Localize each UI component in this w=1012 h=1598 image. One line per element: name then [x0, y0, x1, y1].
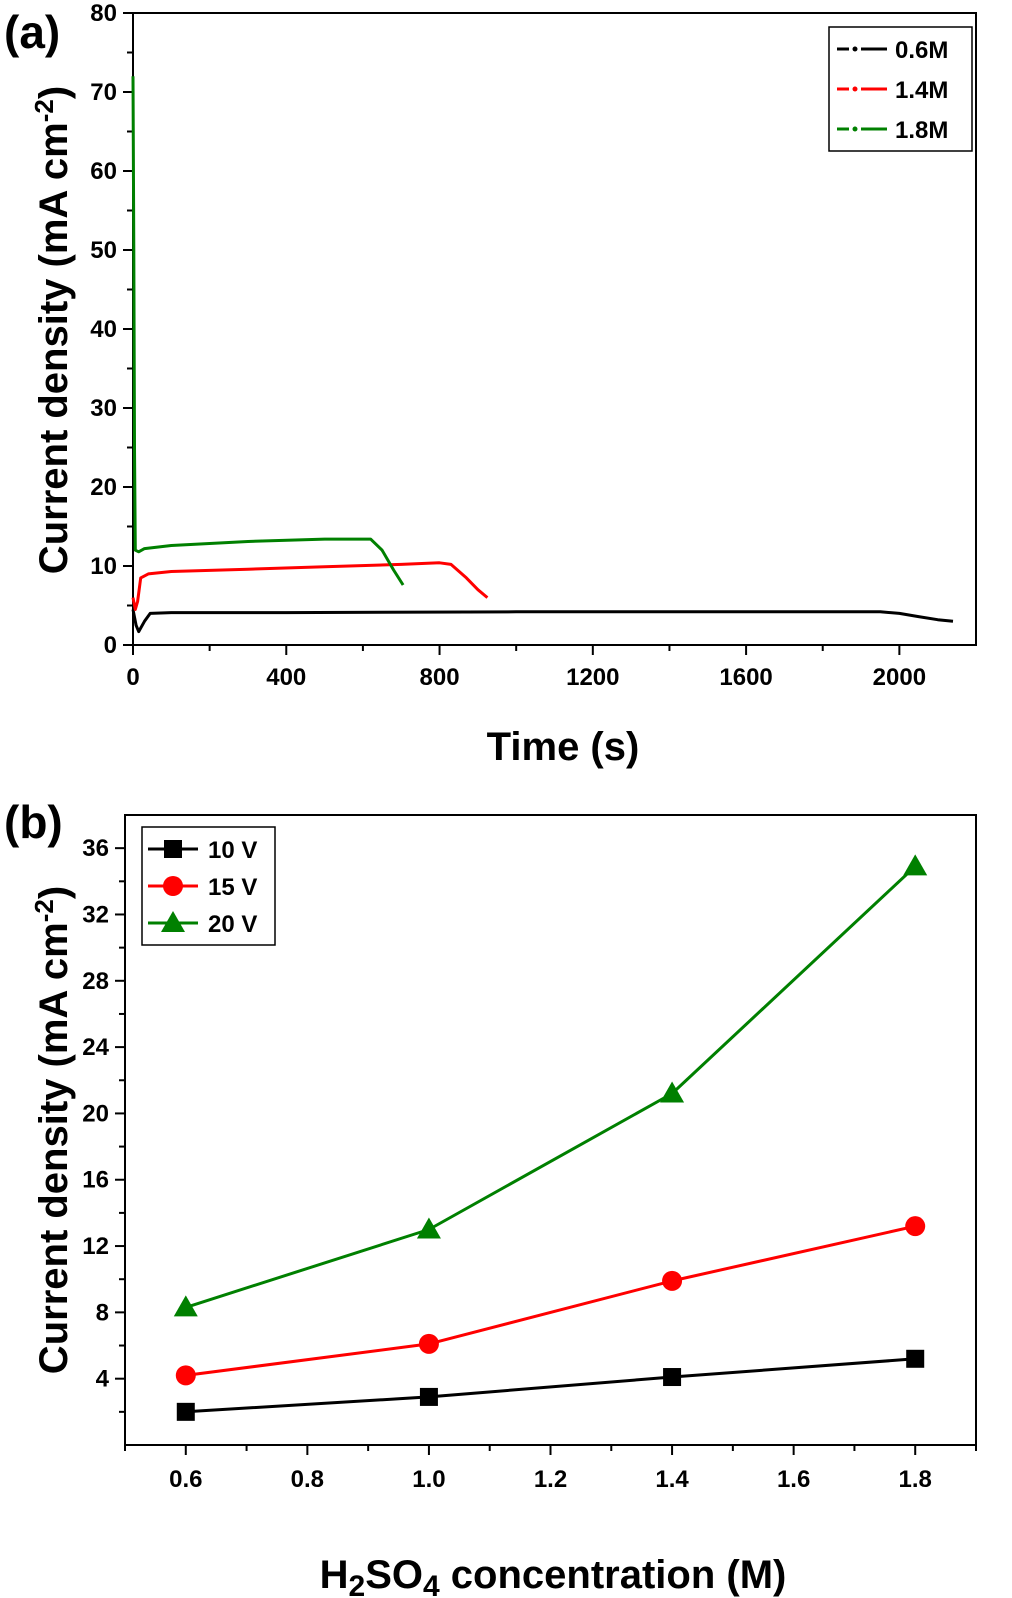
- legend-label: 10 V: [208, 837, 257, 864]
- panel-a-series: [131, 76, 954, 634]
- x-tick-label: 1.2: [534, 1466, 567, 1493]
- y-tick-label: 36: [82, 835, 109, 862]
- y-tick-label: 20: [90, 474, 117, 501]
- data-point-10V: [663, 1368, 682, 1387]
- panel-b-legend: 10 V 15 V 20 V: [141, 826, 276, 946]
- panel-b-label: (b): [4, 796, 63, 848]
- data-point-15V: [905, 1216, 926, 1237]
- y-tick-label: 30: [90, 395, 117, 422]
- x-tick-label: 0.8: [291, 1466, 324, 1493]
- legend-swatch-dot: [852, 126, 858, 132]
- data-point-15V: [662, 1270, 683, 1291]
- data-point-20V: [660, 1081, 685, 1103]
- panel-a-y-axis-title: Current density (mA cm-2): [29, 86, 76, 574]
- y-tick-label: 20: [82, 1100, 109, 1127]
- panel-a: (a) 0 400 800 1200 1600 2000 0 10 20 30 40 50 60 70 8…: [4, 0, 977, 769]
- series-line-1.8M: [131, 76, 405, 586]
- panel-b: (b) 0.6 0.8 1.0 1.2 1.4 1.6 1.8 4 8 12 16 20 24 28 32…: [4, 796, 977, 1598]
- legend-label: 20 V: [208, 911, 257, 938]
- series-line-1.4M: [131, 561, 489, 611]
- y-tick-label: 40: [90, 316, 117, 343]
- series-line-0.6M: [131, 609, 954, 634]
- data-point-20V: [173, 1295, 198, 1317]
- series-line-20V: [185, 865, 917, 1309]
- y-tick-label: 70: [90, 79, 117, 106]
- y-tick-label: 28: [82, 968, 109, 995]
- x-tick-label: 400: [266, 664, 306, 691]
- panel-b-x-axis-title: H2SO4 concentration (M): [320, 1553, 787, 1598]
- legend-swatch-dot: [852, 86, 858, 92]
- panel-a-label: (a): [4, 6, 60, 58]
- x-tick-label: 1.0: [412, 1466, 445, 1493]
- panel-a-y-ticks: 0 10 20 30 40 50 60 70 80: [90, 0, 133, 659]
- panel-a-legend: 0.6M 1.4M 1.8M: [828, 26, 973, 152]
- series-line-15V: [185, 1224, 916, 1377]
- x-tick-label: 1.8: [899, 1466, 932, 1493]
- legend-swatch-marker: [164, 840, 182, 858]
- panel-a-x-ticks: 0 400 800 1200 1600 2000: [126, 645, 926, 691]
- data-point-10V: [176, 1402, 195, 1421]
- y-tick-label: 12: [82, 1233, 109, 1260]
- x-tick-label: 800: [420, 664, 460, 691]
- legend-label: 1.8M: [895, 117, 948, 144]
- x-tick-label: 1600: [719, 664, 772, 691]
- data-point-20V: [903, 854, 928, 876]
- legend-label: 15 V: [208, 874, 257, 901]
- y-tick-label: 4: [96, 1366, 110, 1393]
- data-point-10V: [906, 1349, 925, 1368]
- x-tick-label: 2000: [873, 664, 926, 691]
- x-tick-label: 0.6: [169, 1466, 202, 1493]
- x-tick-label: 1200: [566, 664, 619, 691]
- data-point-20V: [416, 1217, 441, 1239]
- data-point-15V: [175, 1365, 196, 1386]
- legend-swatch-dot: [852, 46, 858, 52]
- legend-label: 0.6M: [895, 37, 948, 64]
- series-line-10V: [185, 1357, 916, 1414]
- data-point-10V: [419, 1387, 438, 1406]
- x-tick-label: 1.4: [655, 1466, 689, 1493]
- y-tick-label: 80: [90, 0, 117, 27]
- y-tick-label: 10: [90, 553, 117, 580]
- data-point-15V: [418, 1333, 439, 1354]
- panel-b-y-axis-title: Current density (mA cm-2): [29, 886, 76, 1374]
- x-tick-label: 0: [126, 664, 139, 691]
- legend-label: 1.4M: [895, 77, 948, 104]
- y-tick-label: 50: [90, 237, 117, 264]
- legend-swatch-marker: [163, 876, 183, 896]
- legend-swatch-marker: [161, 911, 185, 932]
- y-tick-label: 0: [104, 632, 117, 659]
- panel-a-x-axis-title: Time (s): [487, 725, 640, 769]
- panel-b-x-ticks: 0.6 0.8 1.0 1.2 1.4 1.6 1.8: [124, 1445, 977, 1493]
- y-tick-label: 32: [82, 901, 109, 928]
- y-tick-label: 60: [90, 158, 117, 185]
- panel-b-series: [173, 854, 928, 1421]
- x-tick-label: 1.6: [777, 1466, 810, 1493]
- y-tick-label: 16: [82, 1167, 109, 1194]
- y-tick-label: 8: [96, 1299, 109, 1326]
- panel-b-y-ticks: 4 8 12 16 20 24 28 32 36: [82, 835, 125, 1413]
- y-tick-label: 24: [82, 1034, 109, 1061]
